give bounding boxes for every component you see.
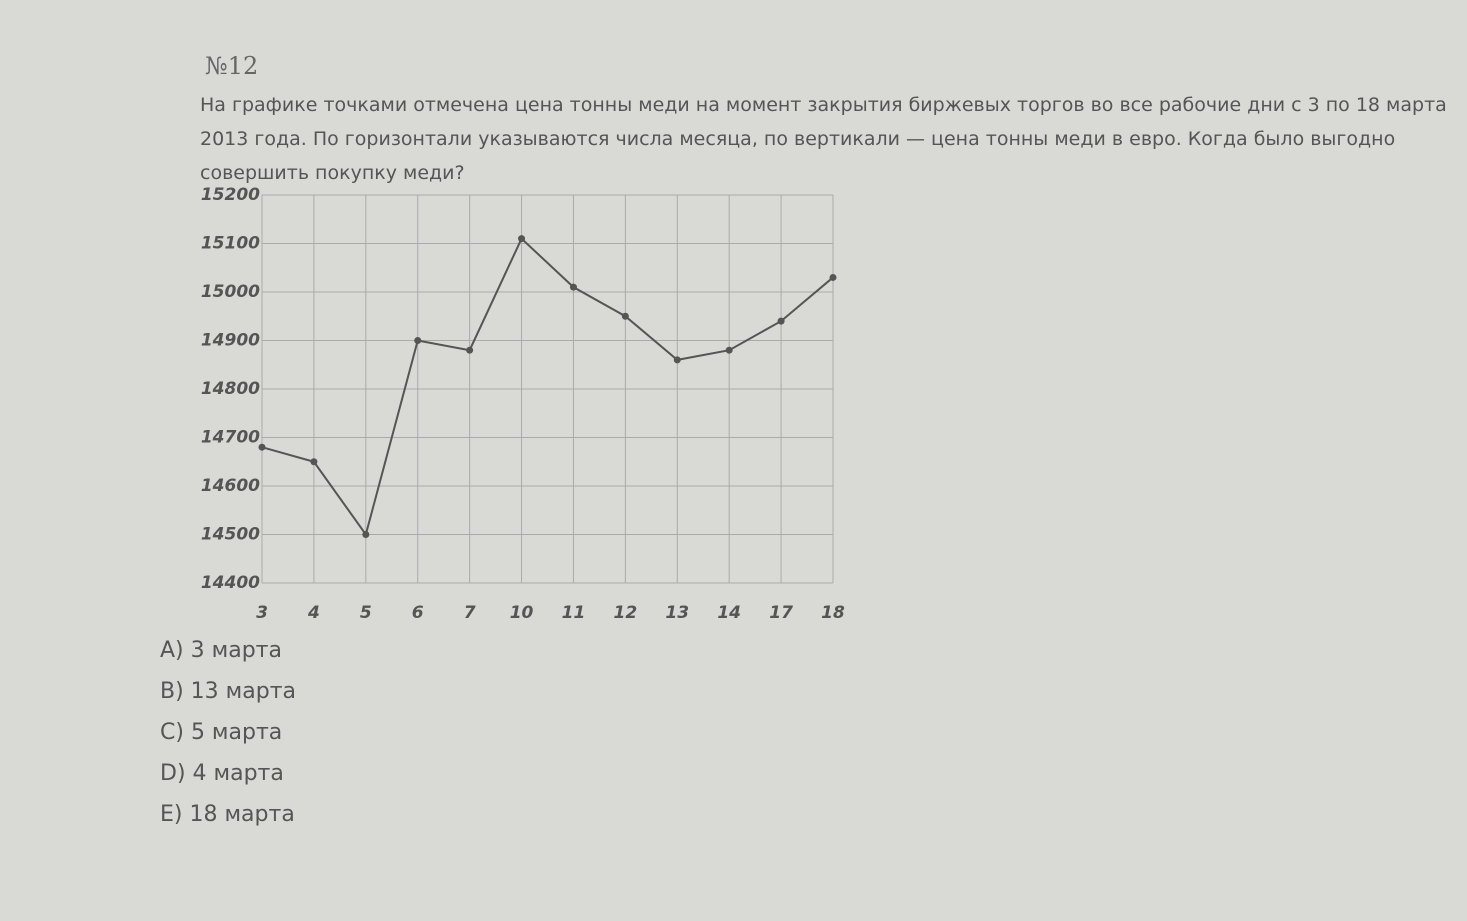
point	[725, 346, 733, 354]
point	[310, 458, 318, 466]
point	[621, 312, 629, 320]
y-tick-label: 14800	[201, 379, 260, 399]
option: E) 18 марта	[160, 802, 295, 827]
x-tick-label: 4	[307, 603, 320, 623]
option: B) 13 марта	[160, 679, 296, 704]
y-tick-label: 14500	[201, 525, 260, 545]
y-tick-label: 14600	[201, 476, 260, 496]
x-tick-label: 17	[769, 603, 793, 623]
x-tick-label: 11	[562, 603, 586, 623]
point	[362, 531, 370, 538]
x-tick-label: 14	[717, 603, 741, 623]
x-tick-label: 7	[464, 603, 476, 623]
point	[777, 317, 785, 325]
option: D) 4 марта	[160, 761, 284, 786]
y-tick-label: 15100	[201, 234, 260, 254]
question: На графике точками отмечена цена тонны м…	[200, 94, 1447, 184]
x-tick-label: 10	[510, 603, 534, 623]
y-tick-label: 15000	[201, 282, 260, 302]
line	[261, 236, 834, 537]
x-tick-label: 12	[614, 603, 638, 623]
point	[673, 356, 681, 364]
point	[829, 273, 837, 281]
x-tick-label: 6	[412, 603, 424, 623]
option: A) 3 марта	[160, 638, 282, 663]
y-tick-label: 14900	[201, 331, 260, 351]
x-tick-label: 18	[821, 603, 845, 623]
point	[518, 235, 526, 243]
y-tick-label: 14400	[201, 573, 260, 593]
point	[258, 443, 266, 451]
chart: 14400 14500 14600 14700 14800 14900 15000 15100…	[201, 185, 845, 623]
y-tick-label: 14700	[201, 428, 260, 448]
x-tick-label: 5	[360, 603, 372, 623]
point	[414, 337, 422, 344]
y-tick-label: 15200	[201, 185, 260, 205]
options: A) 3 марта B) 13 марта C) 5 марта D) 4 март…	[160, 630, 296, 835]
x-tick-label: 13	[665, 603, 689, 623]
problem-number: №12	[205, 52, 259, 80]
x-tick-label: 3	[256, 603, 268, 623]
point	[466, 346, 474, 354]
option: C) 5 марта	[160, 720, 283, 745]
point	[569, 283, 577, 291]
